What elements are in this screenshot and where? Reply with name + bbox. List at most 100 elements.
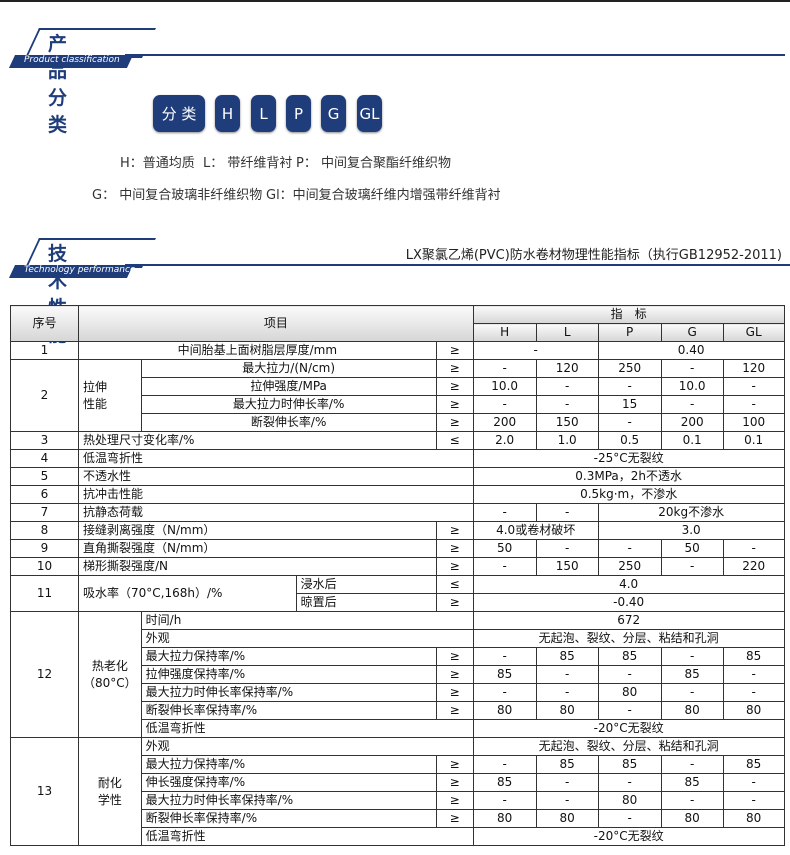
table-cell: - (535, 539, 599, 558)
table-cell: - (535, 395, 599, 414)
table-cell: -25°C无裂纹 (472, 449, 785, 468)
table-cell: 80 (722, 809, 785, 828)
table-cell: - (535, 773, 599, 792)
table-cell: 最大拉力时伸长率/% (140, 395, 437, 414)
table-cell: ≥ (435, 647, 474, 666)
table-cell: 80 (472, 809, 537, 828)
divider (125, 264, 790, 266)
table-cell: 拉伸强度/MPa (140, 377, 437, 396)
table-row: 断裂伸长率保持率/% ≥80 80-80 80 (11, 809, 785, 828)
table-cell: 断裂伸长率/% (140, 413, 437, 432)
table-cell: ≥ (435, 791, 474, 810)
table-cell: - (472, 647, 537, 666)
table-cell: 120 (535, 359, 599, 378)
table-cell: 85 (535, 755, 599, 774)
table-row: 5 不透水性 0.3MPa，2h不透水 (10, 467, 785, 486)
table-cell: 浸水后 (295, 575, 437, 594)
table-cell: - (660, 683, 724, 702)
class-code-g: G (321, 95, 346, 132)
performance-table: 序号 项目指 标 H L P G GL 1 中间胎基上面树脂层厚度/mm ≥ -0.40 2 拉伸 性能… (10, 305, 785, 846)
table-cell: 10.0 (660, 377, 724, 396)
definition-g: G： 中间复合玻璃非纤维织物 (92, 188, 263, 203)
table-cell: - (597, 539, 662, 558)
table-cell: - (535, 683, 599, 702)
table-cell: 最大拉力保持率/% (140, 647, 437, 666)
table-cell: 0.1 (660, 431, 724, 450)
table-row: 最大拉力时伸长率/% ≥ - -15- - (11, 395, 785, 414)
table-cell: 250 (597, 359, 662, 378)
table-cell: 85 (722, 755, 785, 774)
table-cell: - (722, 539, 785, 558)
class-code-gl: GL (357, 95, 382, 132)
table-cell: 150 (535, 557, 599, 576)
table-cell: - (660, 755, 724, 774)
table-cell: 100 (722, 413, 785, 432)
table-cell: -0.40 (472, 593, 785, 612)
table-cell: - (472, 341, 599, 360)
table-cell: - (722, 665, 785, 684)
table-row: 晾置后 ≥ -0.40 (11, 593, 785, 612)
table-cell: 5 (10, 467, 79, 486)
table-cell: 85 (660, 773, 724, 792)
table-cell: -20°C无裂纹 (472, 827, 785, 846)
table-cell: 断裂伸长率保持率/% (140, 701, 437, 720)
table-cell: - (535, 503, 599, 522)
table-cell: 200 (660, 413, 724, 432)
table-cell: 0.5 (597, 431, 662, 450)
definition-h: H：普通均质 (120, 156, 195, 171)
table-cell: ≥ (435, 539, 474, 558)
table-cell: 120 (722, 359, 785, 378)
divider (125, 54, 785, 56)
table-row: 4 低温弯折性 -25°C无裂纹 (10, 449, 785, 468)
table-cell: 低温弯折性 (140, 827, 474, 846)
table-cell: ≥ (435, 683, 474, 702)
table-cell: - (535, 665, 599, 684)
table-header-row: H L P G GL (11, 323, 785, 342)
table-cell: 50 (472, 539, 537, 558)
table-cell: 85 (597, 647, 662, 666)
table-cell: 0.3MPa，2h不透水 (472, 467, 785, 486)
table-cell: - (535, 377, 599, 396)
header-cell: 序号 (10, 305, 79, 342)
table-cell: 80 (597, 791, 662, 810)
table-cell: ≥ (435, 665, 474, 684)
table-cell: - (472, 359, 537, 378)
table-cell: 梯形撕裂强度/N (78, 557, 437, 576)
table-row: 13 耐化 学性 外观 无起泡、裂纹、分层、粘结和孔洞 (10, 737, 785, 846)
table-cell: 85 (722, 647, 785, 666)
table-cell: ≥ (435, 557, 474, 576)
table-cell: 热处理尺寸变化率/% (78, 431, 437, 450)
table-cell: - (722, 377, 785, 396)
class-code-h: H (215, 95, 240, 132)
table-cell: 80 (535, 809, 599, 828)
table-cell: 80 (597, 683, 662, 702)
table-cell: 150 (535, 413, 599, 432)
table-cell: 10.0 (472, 377, 537, 396)
table-row: 拉伸强度保持率/% ≥85- -85- (11, 665, 785, 684)
table-cell: 0.5kg·m，不渗水 (472, 485, 785, 504)
table-cell: ≥ (435, 341, 474, 360)
table-cell: 断裂伸长率保持率/% (140, 809, 437, 828)
header-cell: G (660, 323, 724, 342)
table-cell: 13 (10, 737, 79, 846)
table-cell: 晾置后 (295, 593, 437, 612)
table-cell: 10 (10, 557, 79, 576)
table-cell: 80 (660, 809, 724, 828)
table-cell: 耐化 学性 (78, 737, 142, 846)
table-cell: 不透水性 (78, 467, 474, 486)
table-cell: 250 (597, 557, 662, 576)
table-cell: 低温弯折性 (78, 449, 474, 468)
standard-title: LX聚氯乙烯(PVC)防水卷材物理性能指标（执行GB12952-2011) (405, 248, 782, 263)
table-cell: -20°C无裂纹 (472, 719, 785, 738)
table-cell: 85 (472, 773, 537, 792)
table-cell: 6 (10, 485, 79, 504)
table-cell: 吸水率（70°C,168h）/% (78, 575, 297, 612)
table-row: 10 梯形撕裂强度/N ≥ -150 250-220 (10, 557, 785, 576)
table-row: 伸长强度保持率/% ≥85- -85- (11, 773, 785, 792)
table-row: 12 热老化 （80°C） 时间/h 672 (10, 611, 785, 738)
class-code-l: L (251, 95, 276, 132)
table-cell: - (660, 557, 724, 576)
header-cell: 项目 (78, 305, 474, 342)
table-cell: - (472, 755, 537, 774)
definition-gl: Gl：中间复合玻璃纤维内增强带纤维背衬 (266, 188, 501, 203)
